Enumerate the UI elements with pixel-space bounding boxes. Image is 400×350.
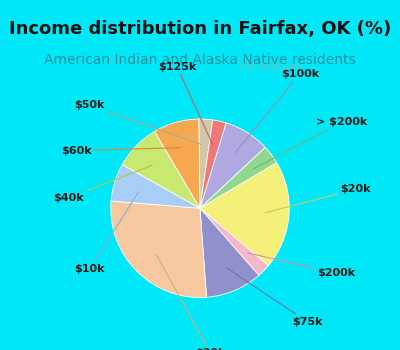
Text: Income distribution in Fairfax, OK (%): Income distribution in Fairfax, OK (%)	[9, 20, 391, 38]
Text: > $200k: > $200k	[253, 117, 367, 169]
Text: $200k: $200k	[248, 253, 356, 278]
Wedge shape	[199, 119, 213, 208]
Wedge shape	[122, 132, 200, 208]
Text: $40k: $40k	[54, 165, 152, 203]
Wedge shape	[200, 208, 268, 275]
Wedge shape	[111, 164, 200, 208]
Text: City-Data.com: City-Data.com	[239, 63, 303, 72]
Text: $125k: $125k	[158, 62, 212, 144]
Wedge shape	[111, 201, 206, 298]
Text: $75k: $75k	[227, 268, 322, 327]
Text: $30k: $30k	[157, 255, 226, 350]
Wedge shape	[200, 163, 289, 266]
Text: $100k: $100k	[235, 69, 319, 153]
Text: $50k: $50k	[74, 100, 202, 145]
Wedge shape	[200, 147, 277, 208]
Text: $20k: $20k	[266, 184, 371, 213]
Text: American Indian and Alaska Native residents: American Indian and Alaska Native reside…	[44, 53, 356, 67]
Wedge shape	[154, 119, 200, 208]
Wedge shape	[200, 123, 265, 208]
Text: $10k: $10k	[74, 192, 138, 274]
Text: $60k: $60k	[61, 146, 180, 155]
Wedge shape	[200, 208, 259, 297]
Wedge shape	[200, 120, 226, 208]
